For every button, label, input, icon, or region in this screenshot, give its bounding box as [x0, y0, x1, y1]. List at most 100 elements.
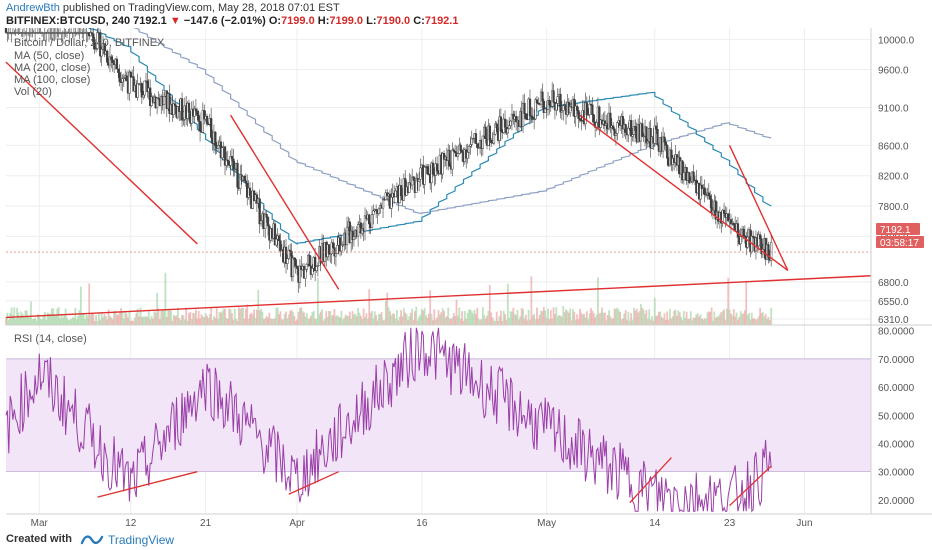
volume-bar	[143, 316, 146, 325]
volume-bar	[687, 318, 689, 325]
volume-bar	[200, 314, 203, 325]
time-tick-label: Mar	[31, 518, 49, 528]
volume-bar	[269, 318, 272, 325]
candle-body	[94, 48, 98, 50]
volume-bar	[304, 316, 307, 325]
volume-bar	[447, 307, 450, 325]
volume-bar	[465, 318, 468, 325]
volume-bar	[541, 310, 544, 325]
volume-bar	[412, 319, 415, 325]
price-axis[interactable]: 10000.09600.09100.08600.08200.07800.0740…	[878, 35, 915, 326]
volume-bar	[425, 315, 427, 325]
volume-bar	[741, 313, 743, 325]
volume-bar	[595, 314, 598, 325]
candle-body	[248, 187, 252, 196]
candle-body	[621, 116, 625, 130]
volume-bar	[382, 320, 384, 325]
volume-bar	[616, 307, 619, 325]
volume-bar	[633, 307, 635, 325]
candle-body	[90, 32, 94, 35]
symbol-label[interactable]: BITFINEX:BTCUSD, 240	[6, 15, 131, 27]
open-value: 7199.0	[281, 15, 315, 27]
candle-body	[481, 135, 485, 149]
author-link[interactable]: AndrewBth	[6, 2, 60, 14]
candle-body	[146, 80, 149, 93]
tradingview-brand[interactable]: TradingView	[108, 533, 175, 547]
candle-body	[284, 246, 288, 264]
candle-body	[108, 56, 112, 66]
volume-bar	[314, 318, 317, 325]
candle-body	[275, 238, 278, 246]
volume-bar	[565, 309, 567, 325]
volume-bar	[311, 312, 314, 325]
volume-bar	[233, 308, 236, 325]
volume-bar	[494, 320, 497, 325]
candle-body	[4, 28, 8, 33]
volume-bar	[103, 314, 106, 325]
price-legend[interactable]: Bitcoin / Dollar, 240, BITFINEX MA (50, …	[14, 37, 165, 98]
candle-body	[613, 128, 616, 136]
candle-body	[612, 125, 615, 130]
volume-bar	[623, 313, 626, 325]
volume-bar	[427, 313, 430, 325]
rsi-line	[5, 327, 772, 513]
candle-body	[336, 245, 339, 254]
candle-body	[304, 269, 307, 279]
candle-body	[524, 113, 527, 120]
volume-bar	[347, 315, 350, 325]
volume-bar	[52, 308, 55, 325]
price-tick-label: 8200.0	[878, 172, 909, 183]
volume-bar	[136, 308, 139, 325]
volume-bar	[767, 316, 770, 325]
rsi-trendlines	[97, 457, 772, 507]
volume-bar	[9, 313, 12, 325]
volume-bar	[328, 311, 330, 325]
volume-bar	[149, 319, 152, 325]
volume-bars	[5, 272, 773, 325]
volume-bar	[95, 314, 98, 325]
volume-bar	[658, 311, 660, 325]
volume-bar	[250, 312, 253, 325]
volume-bar	[232, 319, 235, 325]
candle-body	[415, 178, 418, 193]
volume-bar	[215, 308, 218, 325]
price-trendline	[579, 114, 789, 272]
time-axis[interactable]: Mar 12 21 Apr 16 May 14 23 Jun	[31, 518, 813, 528]
volume-bar	[599, 312, 602, 325]
candle-body	[197, 115, 200, 122]
volume-bar	[631, 319, 634, 325]
candle-body	[506, 128, 509, 134]
candle-body	[311, 268, 314, 275]
volume-bar	[656, 315, 659, 325]
volume-bar	[350, 319, 353, 325]
tradingview-logo-icon[interactable]	[80, 531, 104, 547]
candle-body	[377, 208, 381, 214]
volume-bar	[176, 307, 179, 325]
volume-bar	[193, 313, 196, 325]
volume-bar	[303, 312, 305, 325]
volume-bar	[330, 315, 333, 325]
volume-bar	[580, 312, 583, 325]
rsi-legend[interactable]: RSI (14, close)	[14, 333, 87, 345]
volume-bar	[71, 317, 74, 325]
volume-bar	[188, 313, 190, 325]
volume-bar	[651, 316, 653, 325]
price-chart[interactable]: 10000.09600.09100.08600.08200.07800.0740…	[0, 28, 932, 528]
volume-bar	[135, 313, 138, 325]
volume-bar	[110, 317, 113, 325]
rsi-axis[interactable]: 80.0000 70.0000 60.0000 50.0000 40.0000 30.00…	[878, 327, 915, 507]
volume-bar	[32, 318, 35, 325]
volume-bar	[274, 318, 276, 325]
volume-bar	[759, 307, 762, 325]
volume-bar	[43, 312, 46, 325]
volume-bar	[228, 308, 231, 325]
volume-bar	[165, 317, 168, 325]
volume-bar	[644, 313, 646, 325]
volume-bar	[276, 307, 279, 325]
volume-bar	[357, 307, 359, 325]
volume-bar	[189, 312, 192, 325]
candle-body	[359, 222, 363, 234]
volume-bar	[717, 316, 720, 325]
volume-bar	[175, 315, 178, 325]
volume-bar	[495, 311, 498, 325]
